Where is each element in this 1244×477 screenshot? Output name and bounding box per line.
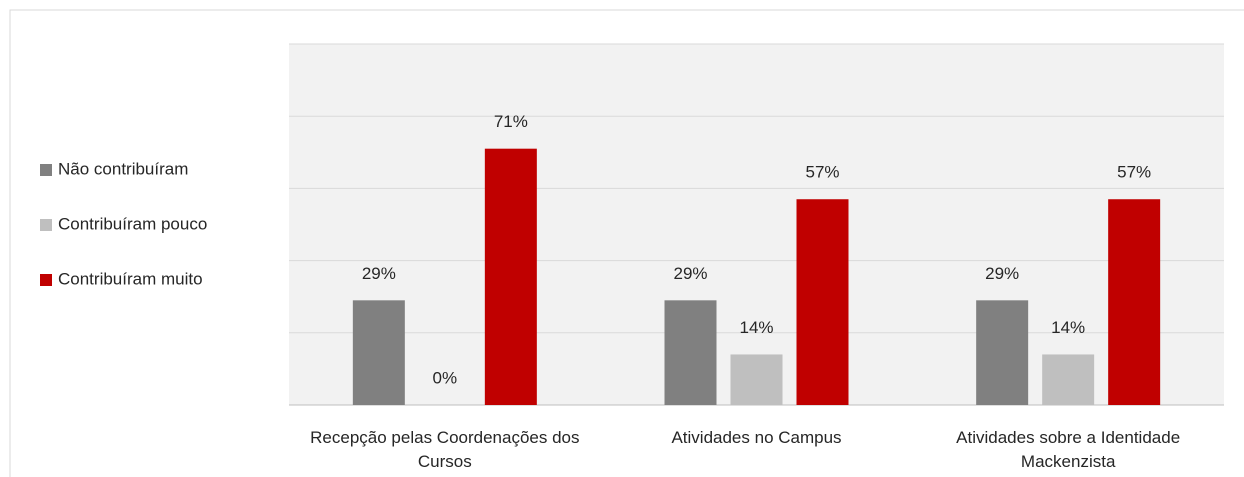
x-tick-label: Atividades no Campus [671,428,841,447]
x-tick-label-line: Atividades no Campus [671,428,841,447]
legend-swatch [40,164,52,176]
bar [664,300,717,405]
data-label: 71% [494,112,528,131]
data-label: 29% [985,264,1019,283]
data-label: 14% [739,318,773,337]
legend-label: Não contribuíram [58,159,188,178]
bar [352,300,405,405]
legend-swatch [40,219,52,231]
legend-label: Contribuíram pouco [58,214,207,233]
x-tick-label-line: Mackenzista [1021,452,1116,471]
bar [976,300,1029,405]
data-label: 57% [1117,163,1151,182]
data-label: 29% [673,264,707,283]
x-tick-label: Atividades sobre a Identidade Mackenzista [956,428,1180,471]
legend-swatch [40,274,52,286]
x-tick-label-line: Recepção pelas Coordenações dos [310,428,579,447]
bar [1108,199,1161,405]
data-label: 57% [805,163,839,182]
x-tick-label-line: Cursos [418,452,472,471]
bar [1042,354,1095,405]
plot-area [289,44,1224,405]
data-label: 29% [362,264,396,283]
x-tick-label: Recepção pelas Coordenações dos Cursos [310,428,579,471]
data-label: 14% [1051,318,1085,337]
bar [484,148,537,405]
bar [730,354,783,405]
legend-label: Contribuíram muito [58,269,203,288]
x-tick-label-line: Atividades sobre a Identidade [956,428,1180,447]
data-label: 0% [433,368,458,387]
bar [796,199,849,405]
